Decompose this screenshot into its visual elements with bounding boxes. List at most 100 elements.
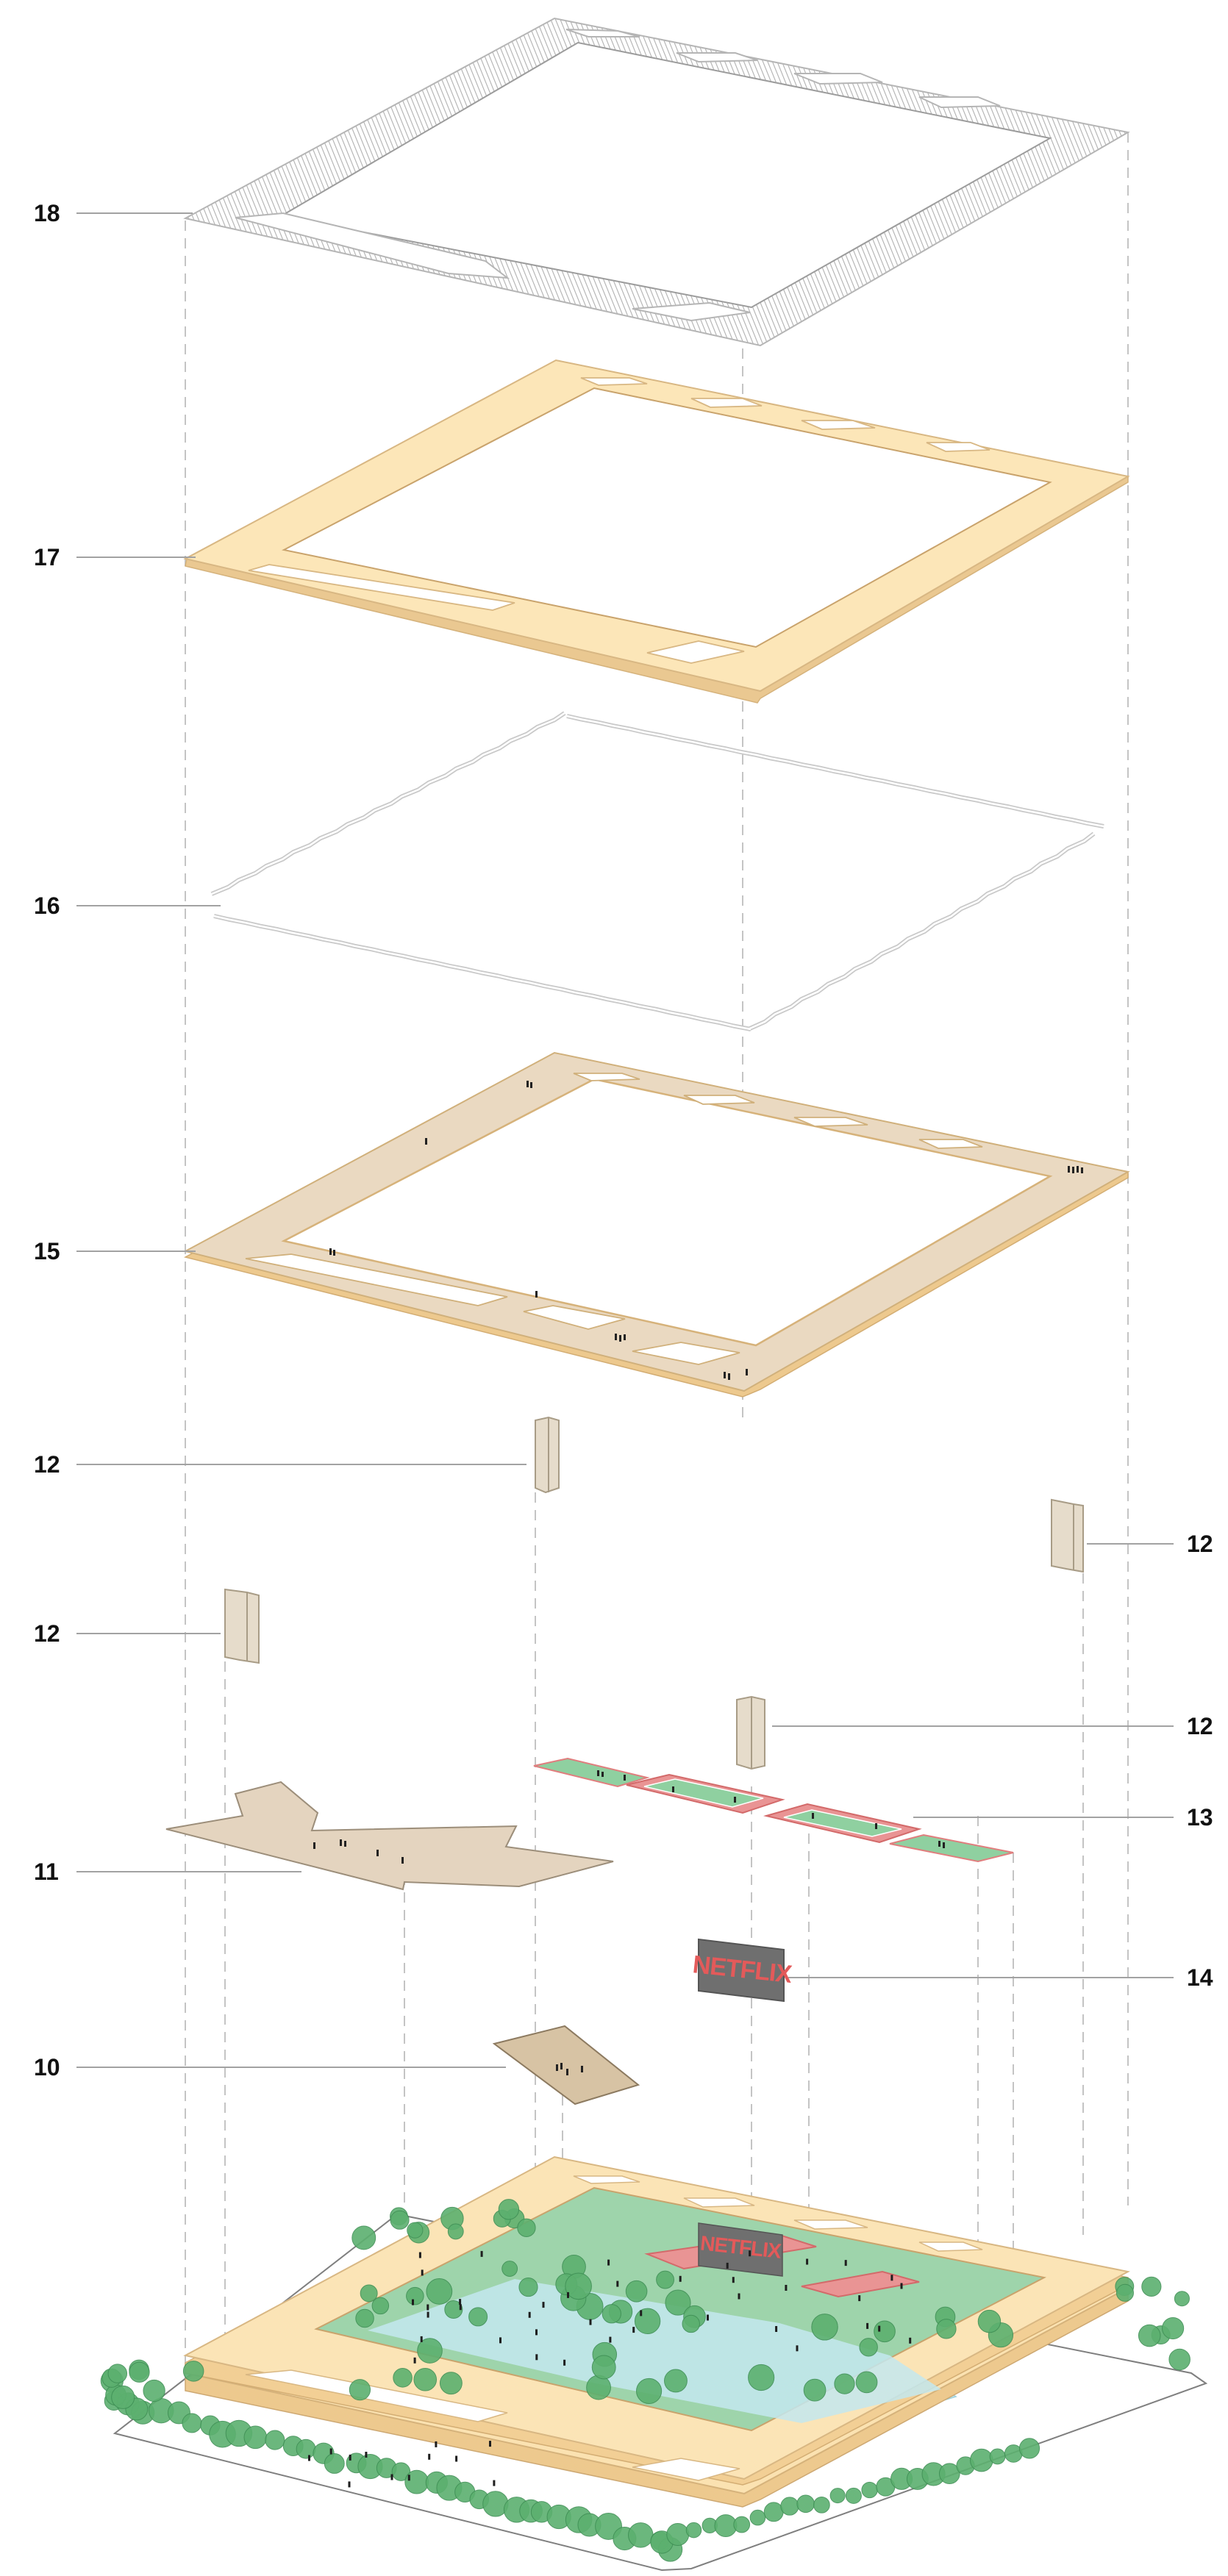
person <box>732 2277 735 2283</box>
tree <box>349 2379 371 2401</box>
layer-14-sign: NETFLIX <box>691 1938 793 2003</box>
callout-14: 14 <box>1187 1964 1213 1991</box>
person <box>726 2262 729 2269</box>
person <box>796 2345 799 2352</box>
tree <box>355 2308 374 2328</box>
person <box>459 2304 462 2311</box>
tree <box>634 2308 661 2334</box>
person <box>858 2295 861 2302</box>
tree <box>243 2425 268 2450</box>
person <box>390 2474 393 2480</box>
person <box>679 2275 682 2282</box>
person <box>421 2269 424 2276</box>
tree <box>391 2462 411 2481</box>
tree <box>324 2453 345 2474</box>
person <box>806 2258 809 2265</box>
layer-15-walking-terrace <box>183 1051 1130 1398</box>
person <box>535 2354 538 2361</box>
tree <box>518 2278 538 2297</box>
person <box>489 2441 491 2447</box>
person <box>542 2302 545 2308</box>
leader-lines <box>76 212 1174 2068</box>
tree <box>748 2364 775 2391</box>
tree <box>565 2272 592 2300</box>
person <box>428 2453 431 2460</box>
tree <box>1174 2291 1190 2307</box>
person <box>499 2337 501 2344</box>
callout-13: 13 <box>1187 1804 1213 1831</box>
person <box>435 2441 438 2447</box>
tree <box>625 2280 648 2303</box>
person <box>459 2299 462 2305</box>
person <box>900 2283 903 2289</box>
tree <box>1168 2348 1190 2371</box>
callout-11: 11 <box>34 1858 59 1885</box>
tree <box>685 2522 702 2539</box>
person <box>785 2285 788 2291</box>
tree <box>859 2338 878 2357</box>
person <box>616 2280 619 2287</box>
tree <box>501 2261 518 2277</box>
person <box>878 2325 881 2332</box>
person <box>480 2250 483 2257</box>
tree <box>733 2516 751 2533</box>
tree <box>296 2439 316 2459</box>
person <box>607 2259 610 2266</box>
tree <box>390 2210 410 2230</box>
person <box>909 2337 912 2344</box>
layer-13-sport-courts <box>533 1757 1014 1863</box>
core-d <box>736 1695 765 1770</box>
person <box>413 2357 416 2364</box>
layer-16-zigzag-structure-inner <box>211 712 1104 1031</box>
tree <box>393 2368 413 2388</box>
person <box>866 2322 869 2329</box>
core-a <box>535 1416 560 1494</box>
tree <box>780 2497 799 2516</box>
tree <box>635 2378 663 2405</box>
tree <box>129 2361 150 2383</box>
person <box>418 2252 421 2258</box>
tree <box>813 2496 830 2514</box>
tree <box>444 2300 463 2319</box>
person <box>775 2326 778 2332</box>
person <box>455 2455 458 2462</box>
people <box>308 2250 912 2488</box>
tree <box>360 2284 378 2303</box>
layer-11-plaza-slab <box>165 1781 614 1891</box>
tree <box>977 2309 1002 2333</box>
tree <box>936 2319 957 2339</box>
person <box>329 2448 332 2455</box>
tree <box>1138 2324 1161 2347</box>
person <box>365 2452 368 2458</box>
tree <box>1141 2276 1162 2297</box>
tree <box>586 2375 611 2400</box>
callout-17: 17 <box>34 544 60 570</box>
tree <box>861 2481 878 2499</box>
tree <box>969 2448 993 2472</box>
trees <box>100 2199 1190 2562</box>
tree <box>406 2286 424 2305</box>
person <box>349 2454 351 2461</box>
tree <box>111 2385 135 2409</box>
person <box>749 2250 752 2257</box>
tree <box>845 2487 862 2504</box>
tree <box>591 2355 616 2380</box>
tree <box>407 2222 424 2239</box>
person <box>890 2275 893 2281</box>
tree <box>682 2314 700 2333</box>
tree <box>834 2373 855 2394</box>
core-b <box>1051 1498 1084 1573</box>
person <box>407 2475 410 2481</box>
person <box>844 2260 847 2266</box>
tree <box>1115 2283 1134 2302</box>
person <box>632 2327 635 2333</box>
tree <box>855 2371 878 2394</box>
tree <box>265 2430 285 2450</box>
tree <box>664 2369 688 2393</box>
person <box>420 2336 423 2342</box>
tree <box>498 2199 520 2220</box>
tree <box>447 2223 464 2240</box>
ground-model: NETFLIX <box>100 2155 1208 2572</box>
person <box>308 2455 310 2461</box>
callout-12-core-c: 12 <box>34 1620 60 1647</box>
